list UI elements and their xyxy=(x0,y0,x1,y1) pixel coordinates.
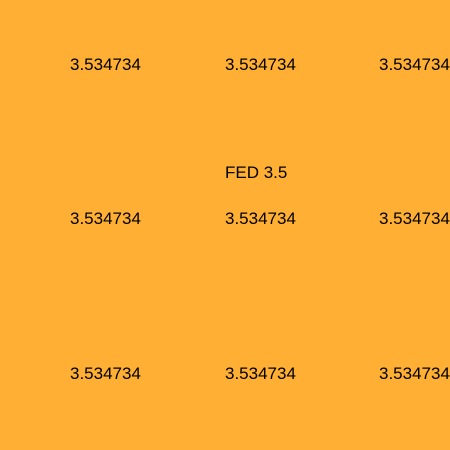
center-title-label: FED 3.5 xyxy=(225,163,287,183)
grid-value-r1-c3: 3.534734 xyxy=(379,55,450,75)
grid-value-r2-c1: 3.534734 xyxy=(70,209,141,229)
grid-value-r3-c2: 3.534734 xyxy=(225,364,296,384)
grid-value-r3-c3: 3.534734 xyxy=(379,364,450,384)
grid-value-r2-c2: 3.534734 xyxy=(225,209,296,229)
grid-value-r1-c2: 3.534734 xyxy=(225,55,296,75)
grid-value-r1-c1: 3.534734 xyxy=(70,55,141,75)
grid-value-r3-c1: 3.534734 xyxy=(70,364,141,384)
grid-value-r2-c3: 3.534734 xyxy=(379,209,450,229)
